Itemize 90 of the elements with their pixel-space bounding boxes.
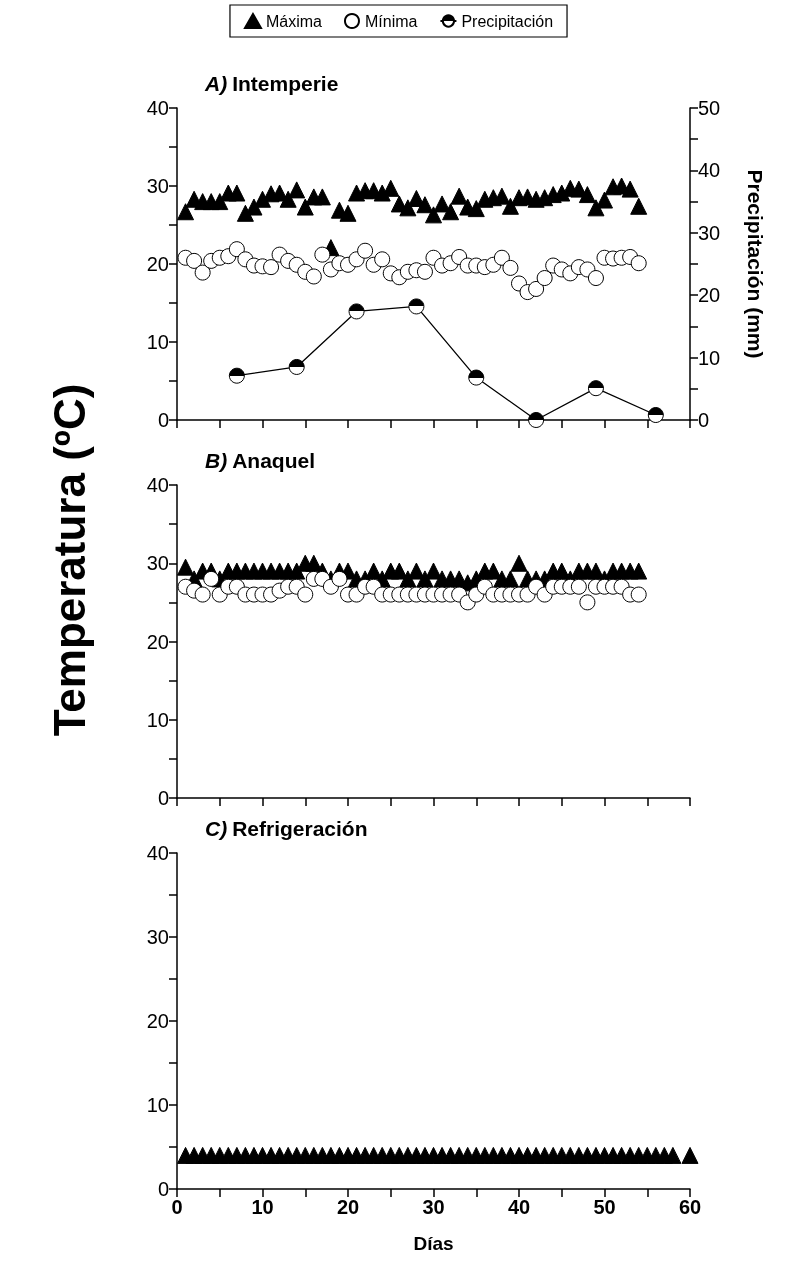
chart-title: A) Intemperie [204, 72, 339, 95]
point [408, 298, 425, 315]
point [331, 570, 348, 587]
point [587, 562, 605, 580]
chart-title: B) Anaquel [205, 449, 315, 472]
point [468, 369, 485, 386]
point [433, 195, 451, 213]
point [484, 562, 502, 580]
point [305, 268, 322, 285]
point [313, 188, 331, 206]
point [587, 199, 605, 217]
legend-label: Máxima [265, 12, 323, 30]
point [348, 303, 365, 320]
y-axis-title: Temperatura (ºC) [45, 383, 95, 737]
x-tick-label: 0 [171, 1196, 183, 1218]
point [203, 570, 220, 587]
point [528, 412, 545, 428]
point [587, 270, 604, 287]
point [228, 367, 245, 384]
y-tick-label: 30 [146, 175, 169, 197]
y-tick-label: 0 [157, 787, 169, 809]
point [570, 578, 587, 595]
y-tick-label: 40 [146, 97, 169, 119]
point [177, 203, 195, 221]
point [553, 562, 571, 580]
y2-tick-label: 30 [698, 221, 721, 244]
point [450, 187, 468, 205]
y-tick-label: 10 [146, 708, 169, 731]
point [314, 246, 331, 263]
y-tick-label: 10 [146, 1094, 169, 1116]
y2-tick-label: 0 [698, 409, 710, 431]
point [467, 200, 485, 218]
point [228, 184, 246, 202]
y2-tick-label: 50 [698, 97, 721, 119]
x-tick-label: 10 [251, 1196, 274, 1218]
point [621, 180, 639, 198]
legend-label: Mínima [364, 12, 418, 30]
point [510, 554, 528, 572]
point [528, 280, 545, 297]
y-tick-label: 10 [146, 331, 169, 353]
x-tick-label: 50 [593, 1196, 616, 1218]
point [279, 190, 297, 208]
legend-label: Precipitación [461, 12, 554, 30]
y-tick-label: 40 [146, 842, 169, 864]
y-tick-label: 0 [157, 1178, 169, 1200]
point [647, 407, 664, 423]
y-tick-label: 0 [157, 409, 169, 431]
x-tick-label: 40 [507, 1196, 531, 1218]
point [288, 358, 305, 375]
x-tick-label: 30 [422, 1196, 445, 1218]
point [425, 206, 442, 224]
y-tick-label: 40 [146, 474, 169, 496]
point [501, 197, 519, 215]
x-tick-label: 20 [336, 1196, 360, 1218]
y-tick-label: 30 [146, 552, 169, 575]
point [442, 203, 460, 221]
point [596, 191, 613, 209]
point [416, 263, 433, 280]
y2-tick-label: 40 [698, 159, 721, 182]
x-axis-title: Días [413, 1233, 454, 1254]
chart-title: C) Refrigeración [205, 817, 368, 840]
point [399, 199, 417, 217]
point [339, 204, 357, 222]
point [416, 196, 434, 214]
x-tick-label: 60 [678, 1196, 702, 1218]
y2-tick-label: 20 [698, 284, 721, 307]
point [390, 562, 408, 580]
point [630, 197, 648, 215]
point [263, 259, 280, 276]
point [407, 189, 425, 207]
y-tick-label: 20 [146, 1010, 169, 1032]
point [194, 586, 211, 603]
point [288, 181, 306, 199]
y-tick-label: 30 [146, 926, 169, 948]
y-tick-label: 20 [146, 253, 169, 275]
point [297, 586, 314, 603]
point [630, 586, 647, 603]
point [587, 380, 604, 397]
y2-tick-label: 10 [698, 346, 721, 369]
point [578, 186, 596, 204]
point [357, 242, 374, 259]
y2-axis-title: Precipitación (mm) [744, 169, 767, 359]
point [630, 255, 647, 272]
point [374, 251, 391, 268]
point [186, 252, 203, 269]
point [305, 554, 323, 572]
y-tick-label: 20 [146, 630, 169, 653]
point [630, 562, 648, 580]
point [177, 558, 195, 576]
point [296, 198, 314, 216]
